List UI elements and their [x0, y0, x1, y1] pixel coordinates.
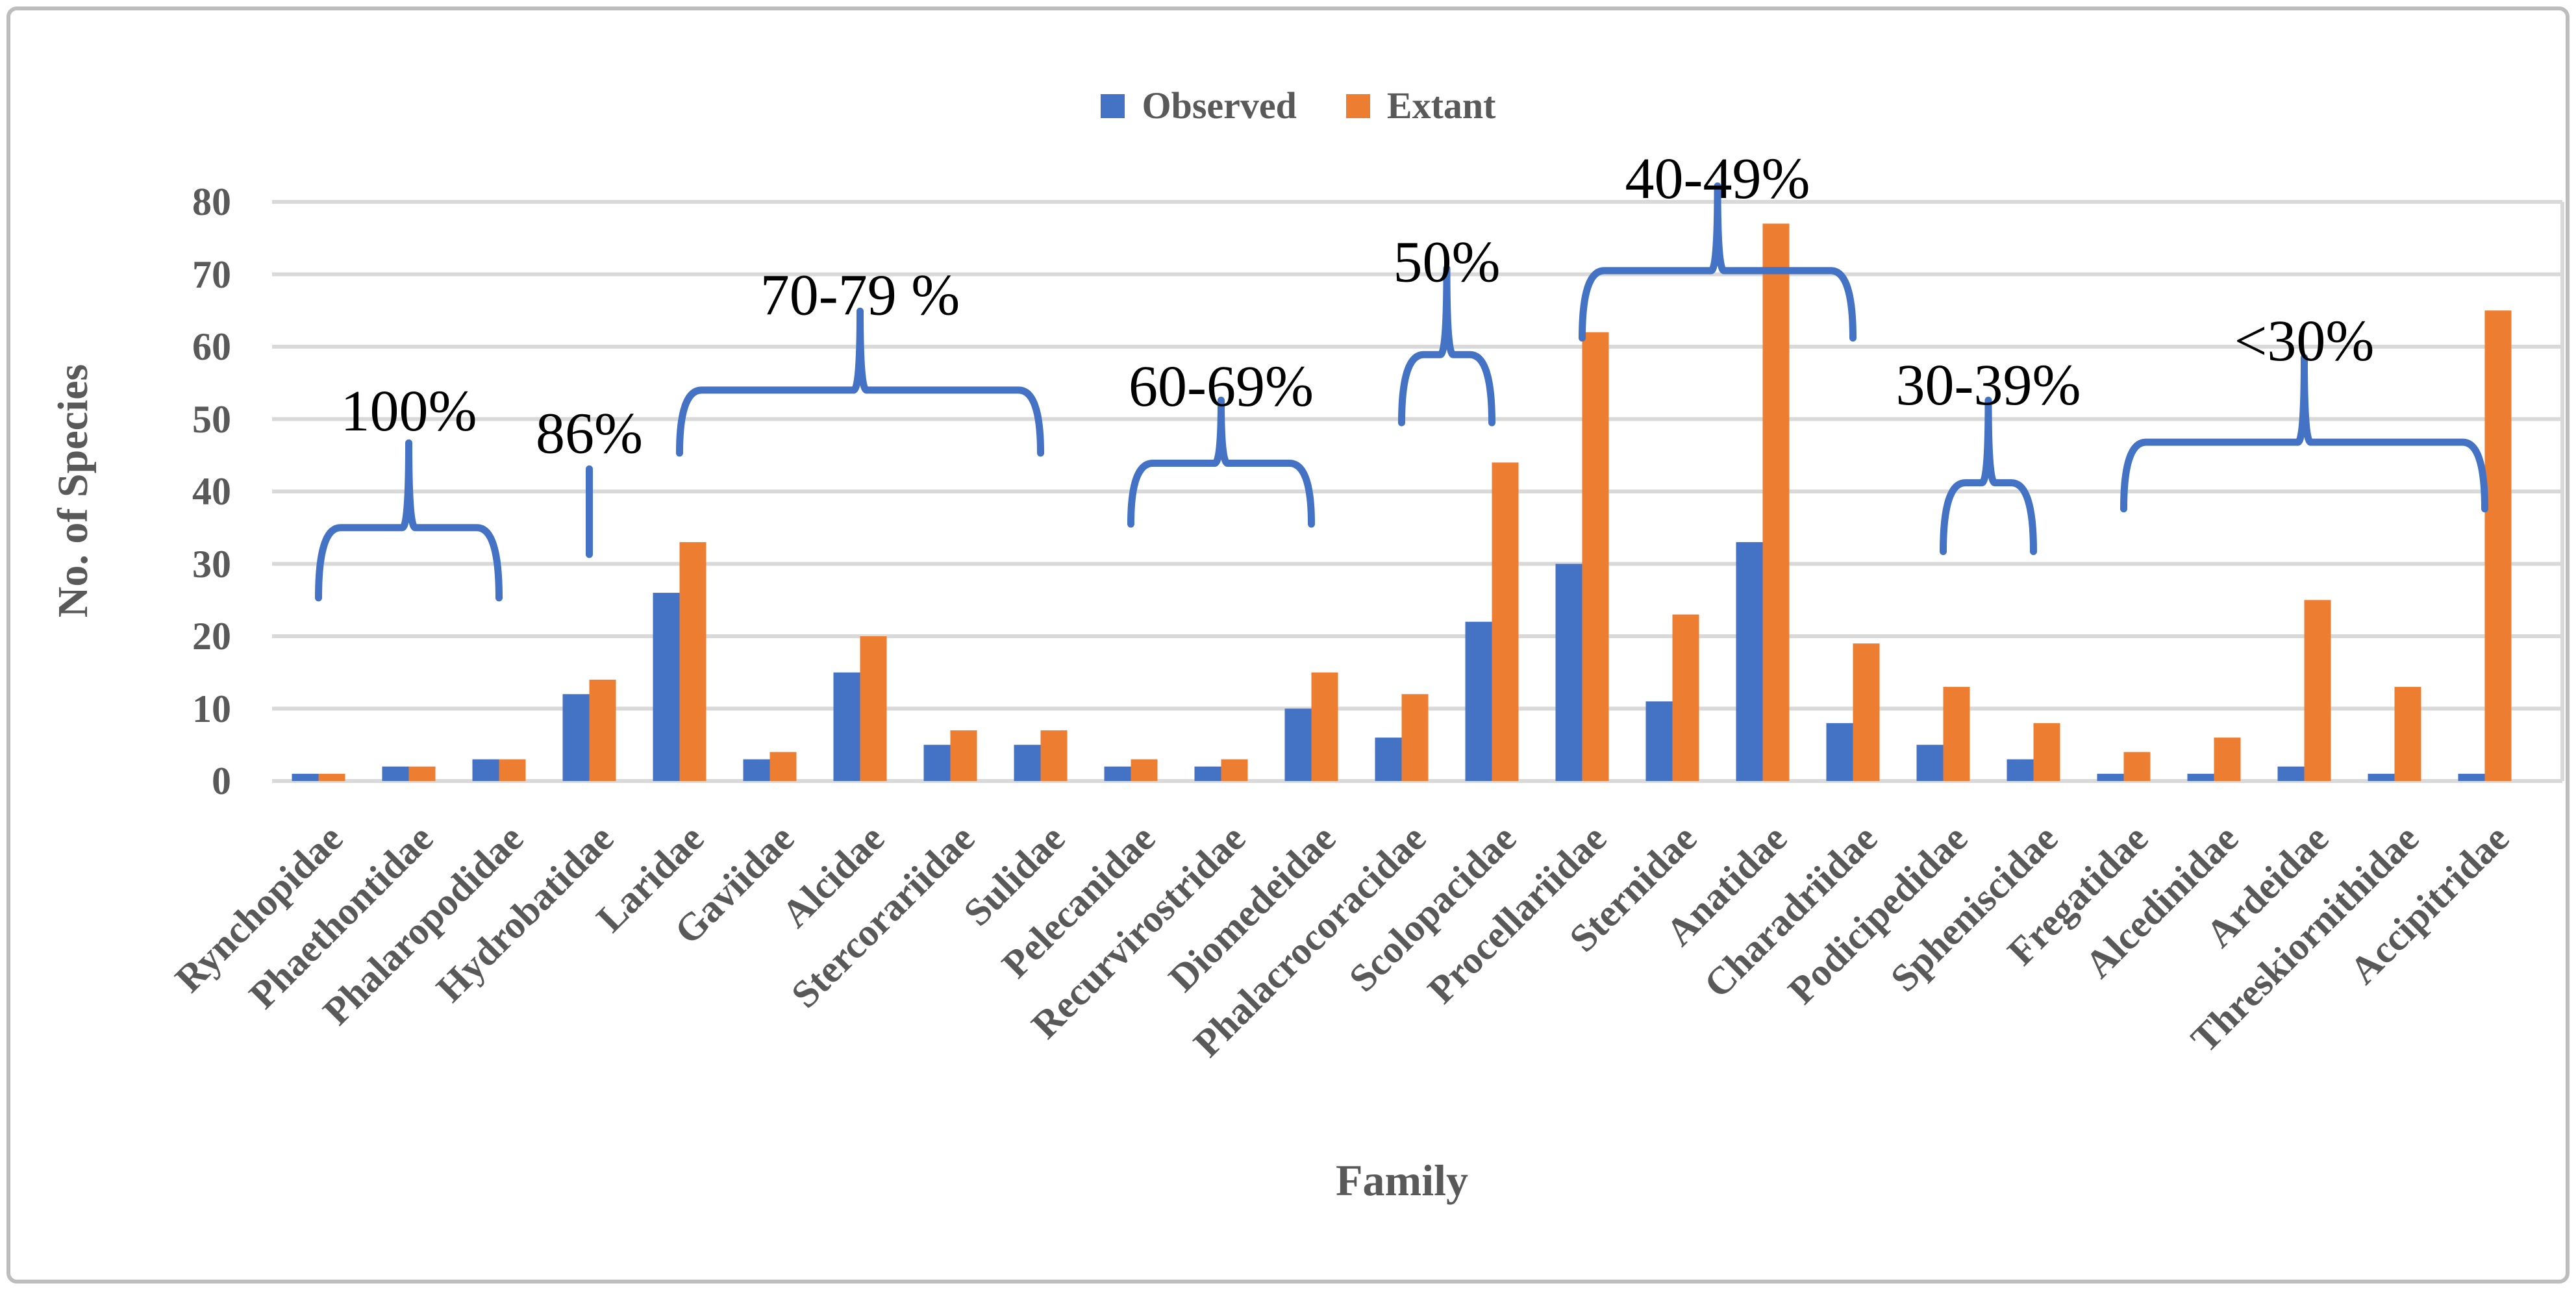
bar-extant-Phaethontidae	[408, 766, 436, 781]
bar-observed-Alcidae	[833, 672, 860, 781]
annotation-label-50%: 50%	[1394, 230, 1501, 294]
x-axis-title: Family	[1336, 1156, 1468, 1205]
bar-extant-Alcidae	[860, 636, 887, 781]
bar-observed-Sternidae	[1645, 701, 1673, 781]
bar-observed-Fregatidae	[2097, 773, 2124, 781]
bar-observed-Phalaropodidae	[472, 759, 499, 781]
bar-extant-Charadriidae	[1853, 643, 1880, 781]
y-tick-label-10: 10	[192, 687, 231, 730]
brace-50%	[1398, 265, 1495, 427]
annotation-label-70-79 %: 70-79 %	[760, 264, 960, 328]
bar-extant-Accipitridae	[2484, 310, 2512, 781]
bar-observed-Recurvirostridae	[1194, 766, 1221, 781]
bar-extant-Stercorariidae	[950, 730, 977, 781]
bar-extant-Laridae	[679, 542, 707, 781]
bar-extant-Procellariidae	[1582, 332, 1609, 781]
y-tick-label-70: 70	[192, 253, 231, 296]
annotations: 100% 86% 70-79 % 60-69% 50% 40-49% 30-39% <30%	[315, 147, 2488, 602]
bar-extant-Diomedeidae	[1311, 672, 1338, 781]
bar-extant-Phalaropodidae	[499, 759, 526, 781]
bar-observed-Stercorariidae	[923, 745, 951, 781]
bar-observed-Laridae	[653, 593, 680, 781]
legend-item-observed: Observed	[1101, 84, 1297, 127]
y-tick-label-40: 40	[192, 470, 231, 513]
bar-extant-Pelecanidae	[1131, 759, 1158, 781]
bar-observed-Accipitridae	[2458, 773, 2485, 781]
bar-extant-Rynchopidae	[318, 773, 345, 781]
bar-extant-Threskiornithidae	[2394, 687, 2421, 781]
annotation-label-30-39%: 30-39%	[1896, 353, 2081, 417]
legend-label-extant: Extant	[1386, 84, 1496, 127]
bar-observed-Rynchopidae	[292, 773, 319, 781]
bar-chart-canvas: 100% 86% 70-79 % 60-69% 50% 40-49% 30-39% <30%	[272, 147, 2564, 783]
legend-item-extant: Extant	[1345, 84, 1496, 127]
bar-observed-Hydrobatidae	[562, 694, 590, 781]
bar-extant-Ardeidae	[2304, 600, 2331, 781]
bar-observed-Scolopacidae	[1465, 621, 1492, 781]
y-tick-label-80: 80	[192, 180, 231, 223]
bar-series-extant	[318, 223, 2512, 781]
bar-extant-Spheniscidae	[2033, 723, 2060, 781]
y-tick-label-30: 30	[192, 542, 231, 586]
annotation-label-40-49%: 40-49%	[1625, 147, 1810, 211]
annotation-label-<30%: <30%	[2234, 309, 2375, 373]
bar-extant-Recurvirostridae	[1221, 759, 1248, 781]
bar-extant-Scolopacidae	[1492, 462, 1519, 781]
y-tick-label-50: 50	[192, 397, 231, 441]
annotation-label-100%: 100%	[341, 379, 477, 443]
legend-label-observed: Observed	[1142, 84, 1297, 127]
brace-40-49%	[1579, 182, 1857, 342]
bar-observed-Ardeidae	[2277, 766, 2305, 781]
bar-observed-Diomedeidae	[1284, 708, 1312, 781]
bar-extant-Sulidae	[1040, 730, 1068, 781]
brace-30-39%	[1940, 397, 2037, 556]
bar-observed-Procellariidae	[1555, 564, 1582, 781]
bar-extant-Anatidae	[1762, 223, 1790, 781]
observed-swatch-icon	[1101, 93, 1125, 118]
brace-60-69%	[1127, 397, 1315, 528]
bar-observed-Alcedinidae	[2187, 773, 2214, 781]
bar-observed-Podicipedidae	[1916, 745, 1944, 781]
bar-extant-Podicipedidae	[1943, 687, 1970, 781]
brace-70-79 %	[676, 307, 1044, 457]
bar-observed-Sulidae	[1014, 745, 1041, 781]
bar-observed-Pelecanidae	[1104, 766, 1131, 781]
extant-swatch-icon	[1345, 93, 1370, 118]
bar-observed-Anatidae	[1736, 542, 1763, 781]
y-tick-label-0: 0	[212, 760, 231, 802]
chart-figure: 100% 86% 70-79 % 60-69% 50% 40-49% 30-39% <30% …	[6, 6, 2570, 1284]
y-tick-label-60: 60	[192, 325, 231, 368]
bar-extant-Hydrobatidae	[589, 679, 616, 781]
annotation-label-86%: 86%	[536, 402, 643, 466]
bar-observed-Phalacrocoracidae	[1375, 738, 1402, 781]
y-tick-label-20: 20	[192, 615, 231, 658]
brace-<30%	[2120, 354, 2488, 513]
bar-extant-Phalacrocoracidae	[1401, 694, 1429, 781]
bar-observed-Gaviidae	[743, 759, 770, 781]
bar-observed-Charadriidae	[1826, 723, 1853, 781]
bar-observed-Phaethontidae	[382, 766, 409, 781]
bar-extant-Sternidae	[1672, 614, 1699, 781]
bar-observed-Spheniscidae	[2007, 759, 2034, 781]
bar-extant-Alcedinidae	[2214, 738, 2241, 781]
bar-extant-Gaviidae	[769, 752, 797, 781]
bar-series-observed	[292, 542, 2485, 781]
brace-100%	[315, 439, 503, 602]
bar-extant-Fregatidae	[2123, 752, 2151, 781]
legend: Observed Extant	[10, 84, 2566, 127]
bar-observed-Threskiornithidae	[2368, 773, 2395, 781]
annotation-label-60-69%: 60-69%	[1129, 354, 1314, 419]
